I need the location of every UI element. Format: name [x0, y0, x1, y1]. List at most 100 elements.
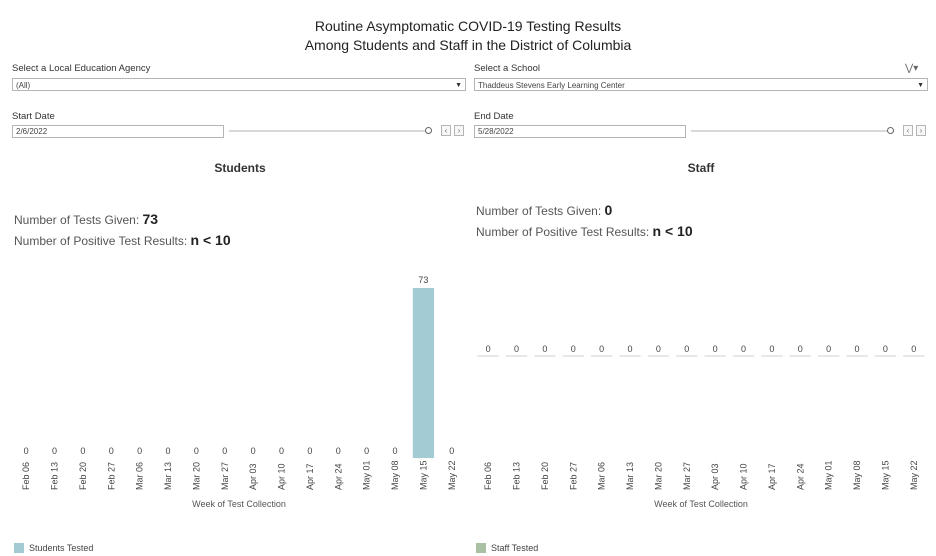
- end-date-input[interactable]: 5/28/2022: [474, 125, 686, 138]
- staff-legend-swatch: [476, 543, 486, 553]
- staff-data-label: 0: [571, 344, 576, 354]
- start-date-slider-handle[interactable]: [425, 127, 432, 134]
- staff-data-label: 0: [486, 344, 491, 354]
- staff-data-label: 0: [741, 344, 746, 354]
- staff-data-label: 0: [684, 344, 689, 354]
- students-tests-label: Number of Tests Given:: [14, 213, 140, 227]
- staff-tests-label: Number of Tests Given:: [476, 204, 602, 218]
- end-date-slider-track[interactable]: [691, 130, 894, 132]
- chevron-down-icon: ▼: [455, 82, 462, 89]
- students-data-label: 0: [279, 446, 284, 456]
- end-date-label: End Date: [474, 111, 514, 122]
- lea-filter-label: Select a Local Education Agency: [12, 63, 151, 74]
- staff-x-axis-title: Week of Test Collection: [654, 499, 748, 509]
- staff-data-label: 0: [855, 344, 860, 354]
- staff-tick-label: May 22: [909, 460, 919, 490]
- students-x-axis-title: Week of Test Collection: [192, 499, 286, 509]
- start-date-next-button[interactable]: ›: [454, 125, 464, 136]
- students-tick-label: Feb 06: [21, 462, 31, 490]
- title-line-2: Among Students and Staff in the District…: [304, 37, 632, 53]
- students-data-label: 0: [80, 446, 85, 456]
- students-data-label: 0: [307, 446, 312, 456]
- staff-data-label: 0: [656, 344, 661, 354]
- staff-tick-label: Feb 27: [568, 462, 578, 490]
- staff-tick-label: Apr 10: [739, 463, 749, 490]
- students-bar: [412, 288, 435, 458]
- start-date-prev-button[interactable]: ‹: [441, 125, 451, 136]
- students-data-label: 73: [418, 275, 428, 285]
- staff-tick-label: Feb 20: [540, 462, 550, 490]
- students-tick-label: Apr 03: [248, 463, 258, 490]
- staff-data-label: 0: [769, 344, 774, 354]
- students-tick-label: Feb 27: [106, 462, 116, 490]
- dashboard-title: Routine Asymptomatic COVID-19 Testing Re…: [0, 17, 936, 55]
- students-data-label: 0: [137, 446, 142, 456]
- start-date-input[interactable]: 2/6/2022: [12, 125, 224, 138]
- students-tick-label: Apr 10: [277, 463, 287, 490]
- clear-filter-icon[interactable]: ⋁▾: [905, 63, 919, 74]
- staff-positive-stat: Number of Positive Test Results: n < 10: [476, 223, 693, 239]
- students-positive-label: Number of Positive Test Results:: [14, 234, 188, 248]
- students-data-label: 0: [393, 446, 398, 456]
- staff-tick-label: Feb 06: [483, 462, 493, 490]
- students-tick-label: May 08: [390, 460, 400, 490]
- staff-tick-label: May 15: [880, 460, 890, 490]
- students-tick-label: May 15: [418, 460, 428, 490]
- staff-data-label: 0: [911, 344, 916, 354]
- staff-data-label: 0: [713, 344, 718, 354]
- students-data-label: 0: [364, 446, 369, 456]
- staff-legend-label: Staff Tested: [491, 543, 539, 553]
- students-tick-label: Feb 13: [50, 462, 60, 490]
- staff-data-label: 0: [514, 344, 519, 354]
- staff-tick-label: Mar 13: [625, 462, 635, 490]
- title-line-1: Routine Asymptomatic COVID-19 Testing Re…: [314, 18, 622, 34]
- staff-data-label: 0: [599, 344, 604, 354]
- students-data-label: 0: [166, 446, 171, 456]
- students-tick-label: Feb 20: [78, 462, 88, 490]
- students-legend-label: Students Tested: [29, 543, 94, 553]
- students-data-label: 0: [194, 446, 199, 456]
- staff-tests-stat: Number of Tests Given: 0: [476, 202, 612, 218]
- lea-dropdown-value: (All): [16, 81, 31, 90]
- students-tests-stat: Number of Tests Given: 73: [14, 211, 158, 227]
- staff-tick-label: Apr 03: [710, 463, 720, 490]
- staff-positive-label: Number of Positive Test Results:: [476, 225, 650, 239]
- staff-tick-label: Mar 27: [682, 462, 692, 490]
- students-data-label: 0: [109, 446, 114, 456]
- staff-tick-label: Feb 13: [512, 462, 522, 490]
- students-data-label: 0: [336, 446, 341, 456]
- lea-dropdown[interactable]: (All) ▼: [12, 78, 466, 91]
- staff-data-label: 0: [628, 344, 633, 354]
- staff-tests-value: 0: [604, 202, 613, 218]
- students-tick-label: May 01: [362, 460, 372, 490]
- students-data-label: 0: [251, 446, 256, 456]
- end-date-next-button[interactable]: ›: [916, 125, 926, 136]
- students-positive-stat: Number of Positive Test Results: n < 10: [14, 232, 231, 248]
- students-data-label: 0: [222, 446, 227, 456]
- staff-tick-label: Mar 20: [653, 462, 663, 490]
- staff-data-label: 0: [826, 344, 831, 354]
- students-heading: Students: [214, 161, 266, 175]
- students-tick-label: Apr 24: [333, 463, 343, 490]
- staff-tick-label: May 08: [852, 460, 862, 490]
- school-dropdown[interactable]: Thaddeus Stevens Early Learning Center ▼: [474, 78, 928, 91]
- students-tick-label: Mar 13: [163, 462, 173, 490]
- start-date-label: Start Date: [12, 111, 55, 122]
- end-date-slider-handle[interactable]: [887, 127, 894, 134]
- students-tick-label: Mar 20: [191, 462, 201, 490]
- students-legend-swatch: [14, 543, 24, 553]
- staff-tick-label: Mar 06: [597, 462, 607, 490]
- staff-data-label: 0: [883, 344, 888, 354]
- staff-data-label: 0: [798, 344, 803, 354]
- students-positive-value: n < 10: [190, 232, 231, 248]
- students-data-label: 0: [449, 446, 454, 456]
- staff-data-label: 0: [542, 344, 547, 354]
- staff-positive-value: n < 10: [652, 223, 693, 239]
- students-tests-value: 73: [142, 211, 159, 227]
- students-tick-label: Mar 27: [220, 462, 230, 490]
- end-date-prev-button[interactable]: ‹: [903, 125, 913, 136]
- school-filter-label: Select a School: [474, 63, 541, 74]
- staff-heading: Staff: [687, 161, 715, 175]
- start-date-slider-track[interactable]: [229, 130, 432, 132]
